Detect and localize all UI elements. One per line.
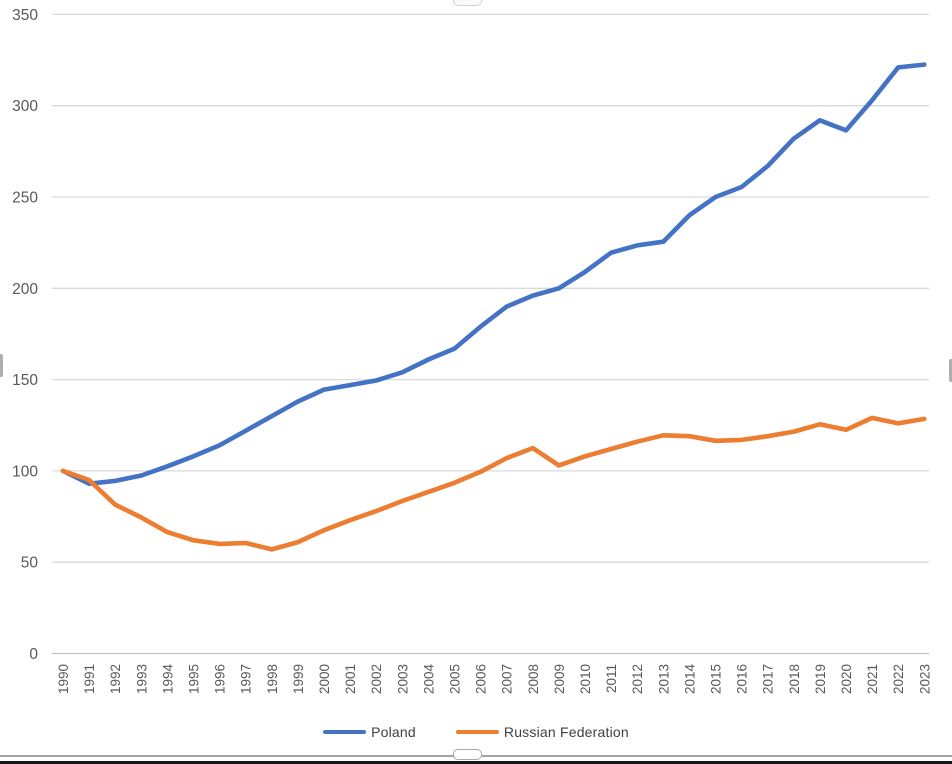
x-axis-tick-label: 2009 xyxy=(552,664,567,694)
russian-federation-line-swatch xyxy=(455,729,499,735)
legend-item-russian-federation[interactable]: Russian Federation xyxy=(455,724,629,740)
x-axis-tick-label: 1994 xyxy=(160,664,175,695)
series-line-russian-federation[interactable] xyxy=(60,415,927,552)
gridlines xyxy=(52,13,929,655)
chart-resize-handle-bottom[interactable] xyxy=(453,749,482,760)
series-line-poland[interactable] xyxy=(60,62,927,487)
x-axis-tick-label: 1992 xyxy=(108,664,123,694)
x-axis-tick-label: 2002 xyxy=(369,664,384,694)
x-axis-tick-label: 2016 xyxy=(735,664,750,694)
x-axis-tick-label: 1997 xyxy=(239,664,254,694)
window-bottom-edge xyxy=(0,761,952,764)
x-axis-tick-label: 2006 xyxy=(474,664,489,694)
x-axis-tick-label: 2011 xyxy=(604,664,619,693)
x-axis-tick-label: 1991 xyxy=(82,664,97,694)
chart-resize-handle-left[interactable] xyxy=(0,354,3,377)
x-axis-tick-label: 2001 xyxy=(343,664,358,694)
x-axis-tick-label: 2008 xyxy=(526,664,541,694)
y-axis-tick-label: 250 xyxy=(12,190,38,207)
x-axis-tick-label: 1990 xyxy=(56,664,71,694)
y-axis-tick-label: 50 xyxy=(21,555,39,572)
chart-resize-handle-top[interactable] xyxy=(453,0,482,6)
x-axis-tick-label: 2000 xyxy=(317,664,332,694)
x-axis-tick-label: 2014 xyxy=(682,664,697,695)
x-axis-tick-label: 2023 xyxy=(917,664,932,694)
x-axis-tick-label: 2018 xyxy=(787,664,802,694)
x-axis-tick-label: 2012 xyxy=(630,664,645,694)
x-axis-tick-label: 1999 xyxy=(291,664,306,694)
x-axis-tick-label: 2015 xyxy=(709,664,724,694)
x-axis-tick-label: 2017 xyxy=(761,664,776,694)
series-lines xyxy=(60,62,927,552)
y-axis-tick-label: 150 xyxy=(12,372,38,389)
x-axis-tick-label: 2020 xyxy=(839,664,854,694)
x-axis-tick-label: 2004 xyxy=(421,664,436,695)
x-axis-tick-label: 2019 xyxy=(813,664,828,694)
x-axis-labels: 1990 1991 1992 1993 1994 1995 1996 1997 1998 1999… xyxy=(56,664,932,695)
x-axis-tick-label: 2021 xyxy=(865,664,880,694)
x-axis-tick-label: 2007 xyxy=(500,664,515,694)
chart-legend: Poland Russian Federation xyxy=(0,721,952,743)
y-axis-tick-label: 200 xyxy=(12,281,38,298)
y-axis-labels: 0 50 100 150 200 250 300 350 xyxy=(12,7,38,663)
x-axis-tick-label: 2005 xyxy=(448,664,463,694)
x-axis-tick-label: 1993 xyxy=(134,664,149,694)
y-axis-tick-label: 0 xyxy=(29,646,38,663)
x-axis-tick-label: 1998 xyxy=(265,664,280,694)
y-axis-tick-label: 300 xyxy=(12,98,38,115)
poland-line-swatch xyxy=(323,729,367,735)
chart-resize-handle-right[interactable] xyxy=(949,359,952,382)
legend-label-russian-federation: Russian Federation xyxy=(503,724,629,740)
x-axis-tick-label: 2022 xyxy=(891,664,906,694)
y-axis-tick-label: 100 xyxy=(12,463,38,480)
y-axis-tick-label: 350 xyxy=(12,7,38,24)
x-axis-tick-label: 2013 xyxy=(656,664,671,694)
x-axis-tick-label: 1995 xyxy=(187,664,202,694)
legend-label-poland: Poland xyxy=(371,724,416,740)
x-axis-tick-label: 2003 xyxy=(395,664,410,694)
x-axis-tick-label: 1996 xyxy=(213,664,228,694)
legend-item-poland[interactable]: Poland xyxy=(323,724,416,740)
x-axis-tick-label: 2010 xyxy=(578,664,593,694)
